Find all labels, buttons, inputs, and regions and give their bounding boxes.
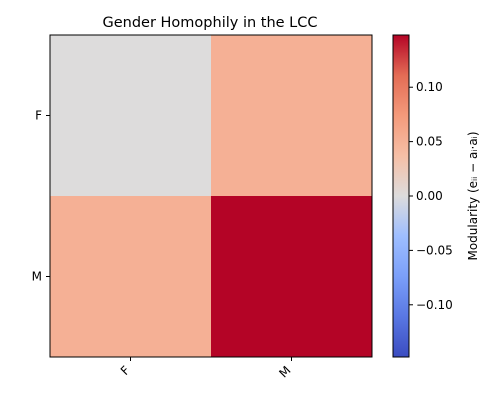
colorbar (393, 35, 409, 357)
colorbar-tick-label: −0.10 (416, 298, 453, 312)
y-tick-label: F (35, 109, 42, 123)
chart-title: Gender Homophily in the LCC (102, 15, 317, 31)
heatmap-cells (50, 35, 373, 358)
heatmap-cell (50, 35, 212, 197)
x-tick-label: F (118, 363, 133, 378)
colorbar-label: Modularity (eᵢᵢ − aᵢ·aᵢ) (466, 131, 480, 260)
colorbar-axis: −0.10 −0.05 0.00 0.05 0.10 (409, 80, 453, 312)
heatmap-cell (211, 196, 373, 358)
colorbar-tick-label: −0.05 (416, 243, 453, 257)
colorbar-tick-label: 0.00 (416, 189, 443, 203)
x-tick-label: M (276, 363, 293, 380)
heatmap-cell (211, 35, 373, 197)
colorbar-tick-label: 0.10 (416, 80, 443, 94)
y-tick-label: M (32, 270, 42, 284)
heatmap-cell (50, 196, 212, 358)
plot-frame (49, 34, 373, 358)
y-axis: FM (32, 109, 50, 284)
colorbar-tick-label: 0.05 (416, 135, 443, 149)
